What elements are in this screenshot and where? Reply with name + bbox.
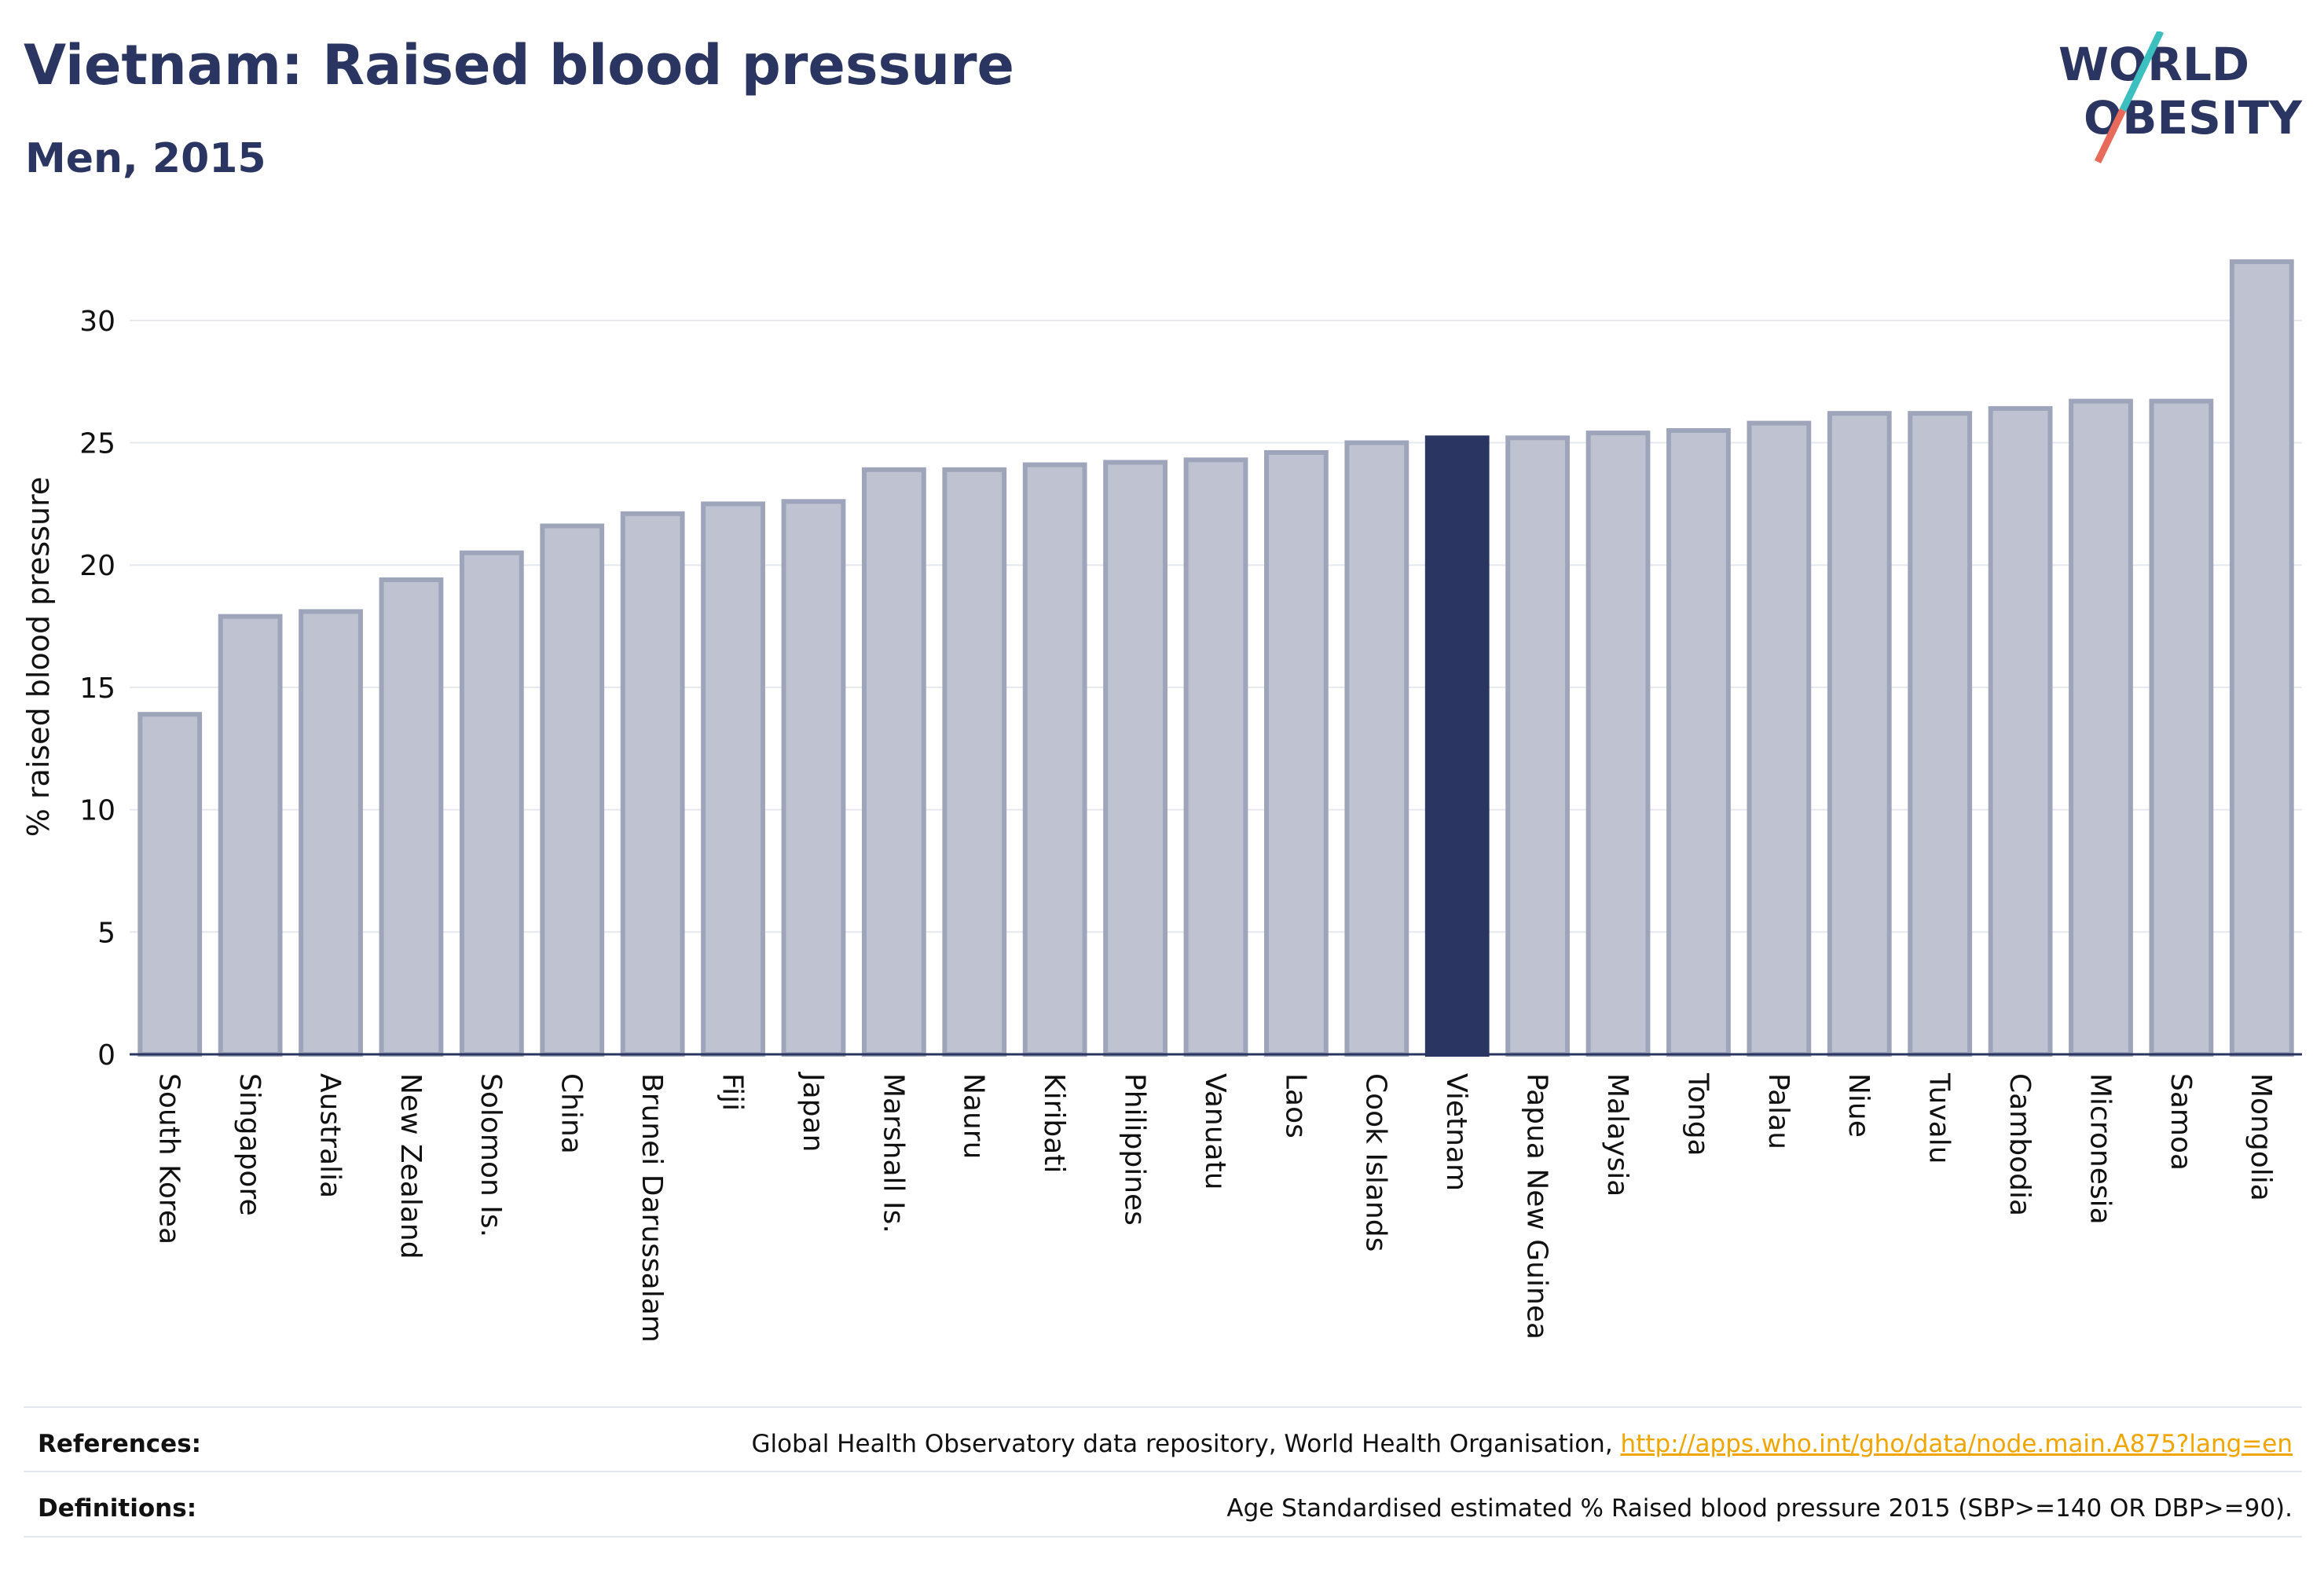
definitions-label: Definitions: <box>38 1494 197 1523</box>
x-tick-label: Niue <box>1842 1073 1875 1138</box>
x-tick-label: South Korea <box>153 1073 185 1244</box>
references-row: References: Global Health Observatory da… <box>24 1412 2302 1476</box>
y-tick-label: 10 <box>79 795 115 827</box>
bar-palau <box>1747 420 1812 1057</box>
bar-south-korea <box>137 712 203 1057</box>
logo-slash-top <box>2119 31 2165 112</box>
bar-china <box>540 523 605 1057</box>
x-tick-label: New Zealand <box>394 1073 427 1259</box>
x-tick-label: Philippines <box>1118 1073 1150 1226</box>
y-axis-ticks: 0 5 10 15 20 25 30 <box>79 306 115 1072</box>
bar-brunei-darussalam <box>620 511 685 1057</box>
bar-cook-islands <box>1344 440 1409 1057</box>
references-value: Global Health Observatory data repositor… <box>751 1430 2302 1458</box>
x-tick-label: Vietnam <box>1440 1073 1472 1191</box>
bar-malaysia <box>1585 431 1651 1057</box>
y-tick-label: 15 <box>79 673 115 705</box>
x-tick-label: Malaysia <box>1601 1073 1633 1197</box>
x-tick-label: Tonga <box>1681 1072 1714 1156</box>
bar-cambodia <box>1988 405 2053 1057</box>
bar-nauru <box>942 467 1007 1057</box>
x-tick-label: Laos <box>1279 1073 1311 1138</box>
x-tick-label: Samoa <box>2165 1073 2197 1171</box>
x-tick-label: China <box>555 1073 588 1154</box>
x-tick-label: Cook Islands <box>1360 1073 1392 1252</box>
bar-japan <box>781 499 846 1057</box>
bar-niue <box>1827 411 1892 1057</box>
y-axis-label: % raised blood pressure <box>21 477 56 837</box>
x-axis-ticks: South Korea Singapore Australia New Zealand… <box>153 1072 2278 1343</box>
definitions-value: Age Standardised estimated % Raised bloo… <box>1226 1494 2293 1523</box>
x-tick-label: Singapore <box>233 1073 266 1216</box>
footer-divider-bottom <box>24 1536 2302 1538</box>
bar-chart: 0 5 10 15 20 25 30 South Korea Singapore Austral… <box>21 259 2302 1343</box>
world-obesity-logo: WORLD OBESITY <box>2058 31 2303 163</box>
bar-singapore <box>218 614 283 1057</box>
x-tick-label: Vanuatu <box>1199 1073 1231 1190</box>
y-tick-label: 5 <box>97 917 115 949</box>
x-tick-label: Brunei Darussalam <box>636 1073 668 1343</box>
y-tick-label: 0 <box>97 1039 115 1072</box>
x-tick-label: Mongolia <box>2245 1073 2277 1201</box>
chart-subtitle: Men, 2015 <box>25 135 266 182</box>
bar-new-zealand <box>379 577 444 1057</box>
x-tick-label: Marshall Is. <box>877 1073 909 1233</box>
references-text: Global Health Observatory data repositor… <box>751 1430 1621 1458</box>
bar-solomon-is <box>459 550 524 1057</box>
bar-tuvalu <box>1908 411 1973 1057</box>
bar-marshall-is <box>861 467 926 1057</box>
bar-laos <box>1264 449 1329 1057</box>
bar-mongolia <box>2229 259 2294 1057</box>
x-tick-label: Micronesia <box>2084 1073 2116 1225</box>
bar-philippines <box>1103 460 1167 1057</box>
x-tick-label: Tuvalu <box>1923 1072 1956 1164</box>
x-tick-label: Cambodia <box>2003 1073 2036 1216</box>
bar-micronesia <box>2069 398 2133 1057</box>
y-tick-label: 30 <box>79 306 115 338</box>
definitions-row: Definitions: Age Standardised estimated … <box>24 1476 2302 1541</box>
bar-australia <box>299 609 363 1057</box>
bar-papua-new-guinea <box>1505 435 1571 1057</box>
bar-samoa <box>2149 398 2214 1057</box>
bar-vanuatu <box>1183 457 1248 1057</box>
chart-title: Vietnam: Raised blood pressure <box>24 33 1015 97</box>
x-tick-label: Kiribati <box>1038 1073 1070 1173</box>
references-link[interactable]: http://apps.who.int/gho/data/node.main.A… <box>1620 1430 2293 1458</box>
references-label: References: <box>38 1430 202 1458</box>
x-tick-label: Palau <box>1762 1073 1794 1149</box>
x-tick-label: Solomon Is. <box>475 1073 507 1237</box>
bar-fiji <box>701 501 765 1057</box>
x-tick-label: Japan <box>797 1072 829 1152</box>
logo-slash-bottom <box>2094 108 2127 163</box>
bar-kiribati <box>1022 462 1087 1057</box>
x-tick-label: Nauru <box>958 1073 990 1159</box>
y-tick-label: 25 <box>79 428 115 460</box>
footer-divider-middle <box>24 1471 2302 1472</box>
x-tick-label: Papua New Guinea <box>1521 1073 1553 1340</box>
y-tick-label: 20 <box>79 550 115 582</box>
footer-divider-top <box>24 1406 2302 1408</box>
bar-vietnam <box>1424 435 1490 1057</box>
bars <box>137 259 2294 1057</box>
x-tick-label: Australia <box>313 1073 346 1198</box>
x-tick-label: Fiji <box>716 1073 748 1111</box>
bar-tonga <box>1666 427 1731 1057</box>
